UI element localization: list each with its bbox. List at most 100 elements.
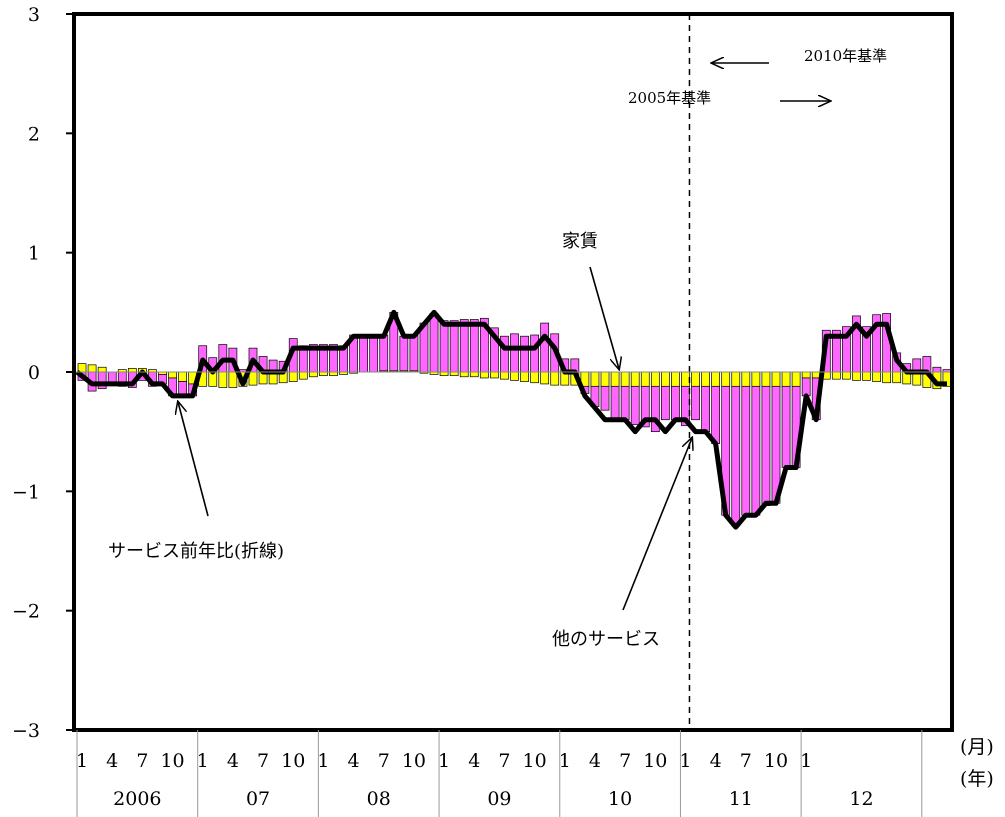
y-tick-label: 0 [28, 362, 40, 384]
arrow-line [178, 402, 209, 517]
bar-other [510, 333, 519, 373]
x-month-label: 4 [106, 750, 118, 772]
x-month-label: 1 [317, 750, 329, 772]
bar-other [650, 385, 660, 433]
bar-rent [469, 371, 479, 378]
bar-other [469, 319, 479, 373]
bar-rent [892, 371, 902, 384]
x-month-label: 7 [257, 750, 269, 772]
bar-rent [751, 371, 761, 387]
bar-rent [218, 371, 228, 388]
bar-rent [630, 371, 640, 387]
x-month-label: 7 [136, 750, 148, 772]
series-line [75, 309, 947, 530]
bar-rent [590, 371, 600, 387]
bar-rent [308, 371, 318, 378]
x-year-label: 08 [367, 788, 391, 810]
bar-rent [852, 371, 861, 381]
bar-rent [791, 371, 801, 387]
bar-other [379, 334, 389, 372]
x-month-label: 4 [227, 750, 239, 772]
bar-other [671, 385, 680, 421]
bar-rent [741, 371, 751, 387]
x-month-label: 1 [197, 750, 209, 772]
y-tick-label: −3 [12, 720, 40, 742]
bar-rent [540, 371, 550, 385]
bar-other [399, 335, 409, 372]
bar-rent [510, 371, 519, 381]
x-year-label: 07 [246, 788, 270, 810]
bar-rent [288, 371, 298, 382]
y-tick-label: 2 [28, 123, 40, 145]
bar-rent [660, 371, 670, 387]
bar-rent [97, 366, 107, 373]
x-unit-year: (年) [960, 768, 994, 790]
x-month-label: 7 [378, 750, 390, 772]
bar-rent [168, 371, 177, 379]
bar-other [801, 377, 811, 397]
bar-other [449, 320, 459, 373]
bar-rent [520, 371, 529, 382]
bar-rent [127, 368, 137, 373]
bar-rent [831, 371, 841, 380]
bar-other [751, 385, 761, 516]
bar-rent [872, 371, 881, 382]
x-month-label: 1 [679, 750, 691, 772]
bars-layer [77, 311, 952, 527]
bar-rent [781, 371, 791, 387]
x-month-label: 7 [619, 750, 631, 772]
x-month-label: 10 [643, 750, 667, 772]
bar-rent [771, 371, 781, 387]
bar-other [409, 334, 419, 372]
bar-other [369, 335, 379, 373]
bar-other [701, 385, 710, 433]
bar-rent [650, 371, 660, 387]
x-month-label: 10 [160, 750, 184, 772]
bar-rent [882, 371, 891, 384]
arrow-rent [589, 266, 619, 369]
bar-other [620, 385, 630, 421]
annotation-other: 他のサービス [552, 629, 660, 650]
x-month-label: 1 [559, 750, 571, 772]
bar-other [630, 385, 640, 425]
annotation-rent: 家賃 [562, 231, 598, 252]
x-month-label: 10 [523, 750, 547, 772]
arrow-other [622, 438, 692, 611]
annotations-layer: 家賃 サービス前年比(折線) 他のサービス 2005年基準 2010年基準 (月… [108, 47, 994, 790]
y-tick-label: 3 [28, 4, 40, 26]
bar-other [660, 385, 670, 421]
x-month-label: 1 [438, 750, 450, 772]
x-year-label: 12 [849, 788, 873, 810]
x-year-label: 10 [608, 788, 632, 810]
x-year-label: 2006 [113, 788, 161, 810]
x-month-label: 4 [348, 750, 360, 772]
bar-rent [711, 371, 721, 387]
x-month-label: 1 [76, 750, 88, 772]
bar-rent [681, 371, 690, 387]
annotation-base-2010: 2010年基準 [804, 47, 887, 65]
bar-rent [761, 371, 771, 387]
x-month-label: 10 [402, 750, 426, 772]
bar-rent [842, 371, 851, 380]
x-month-label: 10 [764, 750, 788, 772]
bar-rent [459, 371, 469, 378]
bar-rent [490, 371, 499, 379]
bar-rent [87, 364, 97, 373]
y-tick-label: −1 [12, 481, 40, 503]
bar-rent [439, 371, 449, 376]
bar-other [741, 385, 751, 516]
bar-other [359, 335, 369, 373]
bar-rent [671, 371, 680, 387]
bar-other [520, 335, 529, 373]
x-month-label: 4 [589, 750, 601, 772]
bar-rent [550, 371, 560, 386]
bar-rent [731, 371, 741, 387]
bar-rent [862, 371, 871, 381]
bar-other [691, 385, 700, 421]
bar-other [540, 322, 550, 373]
bar-other [781, 385, 791, 468]
x-month-label: 1 [800, 750, 812, 772]
bar-rent [721, 371, 731, 387]
